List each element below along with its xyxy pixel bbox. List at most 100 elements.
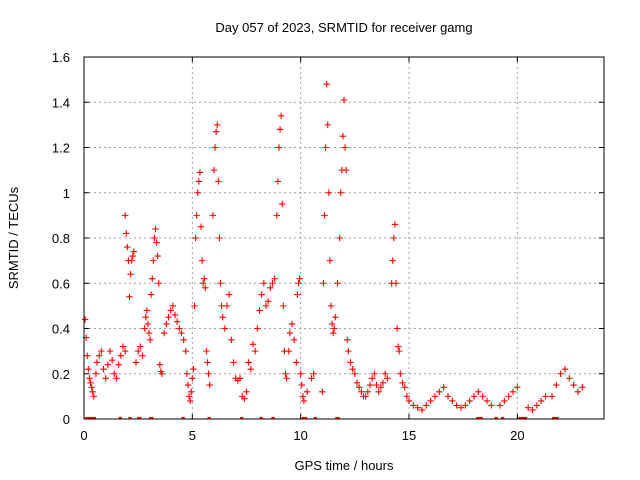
- data-point: [561, 366, 569, 373]
- data-point: [219, 313, 226, 321]
- data-point: [393, 325, 401, 332]
- data-point: [171, 311, 179, 319]
- data-point: [296, 275, 303, 282]
- data-point: [151, 234, 158, 242]
- data-point: [258, 291, 265, 298]
- data-point: [190, 366, 197, 373]
- data-point: [399, 379, 406, 386]
- data-point: [150, 257, 157, 264]
- data-point: [322, 144, 329, 151]
- data-point: [210, 166, 218, 174]
- data-point: [182, 347, 190, 355]
- data-point: [165, 313, 172, 321]
- data-point: [92, 370, 100, 377]
- data-point: [189, 375, 196, 382]
- data-point: [293, 359, 300, 366]
- data-point: [286, 329, 294, 337]
- data-point: [319, 388, 326, 396]
- data-point: [192, 234, 199, 242]
- data-point: [100, 366, 107, 373]
- data-point: [300, 397, 308, 405]
- y-tick-label: 0.2: [52, 367, 70, 382]
- data-point: [183, 370, 191, 377]
- data-point: [251, 347, 259, 355]
- data-point: [423, 402, 430, 409]
- data-point: [557, 370, 564, 377]
- data-point: [505, 393, 512, 400]
- data-point: [496, 402, 504, 409]
- data-point: [90, 393, 97, 400]
- data-point: [542, 393, 549, 400]
- data-point: [126, 293, 133, 301]
- data-point: [389, 257, 396, 264]
- data-point: [295, 280, 302, 287]
- data-point: [392, 280, 400, 287]
- data-markers: [81, 80, 586, 414]
- data-point: [358, 388, 365, 396]
- data-point: [379, 379, 387, 386]
- data-point: [366, 381, 374, 389]
- data-point: [134, 347, 142, 355]
- data-point: [124, 243, 131, 251]
- data-point: [193, 212, 200, 219]
- data-point: [154, 252, 161, 260]
- data-point: [115, 361, 122, 368]
- data-point: [427, 397, 434, 405]
- data-point: [391, 221, 399, 228]
- data-point: [201, 275, 208, 282]
- data-point: [160, 329, 168, 337]
- y-tick-label: 0.8: [52, 231, 70, 246]
- data-point: [84, 352, 91, 359]
- data-point: [143, 307, 151, 314]
- data-point: [93, 359, 101, 366]
- x-tick-label: 20: [510, 428, 524, 443]
- data-point: [308, 375, 315, 382]
- data-point: [205, 370, 212, 377]
- data-point: [186, 397, 194, 405]
- data-point: [184, 381, 192, 389]
- data-point: [104, 361, 112, 368]
- data-point: [483, 397, 491, 405]
- y-tick-label: 0.4: [52, 322, 70, 337]
- data-point: [178, 329, 185, 337]
- data-point: [130, 248, 138, 255]
- data-point: [466, 397, 473, 405]
- data-point: [579, 384, 586, 391]
- data-point: [334, 280, 341, 287]
- data-point: [347, 359, 354, 366]
- data-point: [368, 375, 376, 382]
- x-tick-labels: 0 5 10 15 20: [80, 428, 524, 443]
- data-point: [310, 370, 317, 377]
- data-point: [156, 361, 164, 368]
- data-point: [362, 393, 369, 400]
- data-point: [271, 275, 278, 282]
- y-tick-label: 0: [63, 412, 70, 427]
- data-point: [479, 393, 486, 400]
- data-point: [397, 370, 404, 377]
- data-point: [501, 397, 508, 405]
- data-point: [149, 275, 156, 282]
- data-point: [279, 200, 286, 208]
- data-point: [203, 347, 210, 355]
- data-point: [147, 291, 155, 298]
- plot-frame: [83, 56, 605, 420]
- data-point: [341, 144, 349, 151]
- data-point: [431, 393, 439, 400]
- data-point: [152, 225, 159, 233]
- data-point: [332, 313, 339, 321]
- data-point: [320, 280, 327, 287]
- data-point: [337, 189, 344, 196]
- x-tick-label: 15: [402, 428, 416, 443]
- data-point: [129, 252, 136, 260]
- data-point: [214, 121, 221, 129]
- x-axis-label: GPS time / hours: [295, 458, 394, 473]
- data-point: [217, 280, 224, 287]
- data-point: [524, 404, 532, 411]
- data-point: [236, 375, 244, 382]
- data-point: [108, 356, 116, 364]
- data-point: [87, 379, 94, 386]
- data-point: [121, 212, 129, 219]
- data-point: [327, 302, 335, 310]
- data-point: [260, 280, 268, 287]
- data-point: [273, 212, 281, 219]
